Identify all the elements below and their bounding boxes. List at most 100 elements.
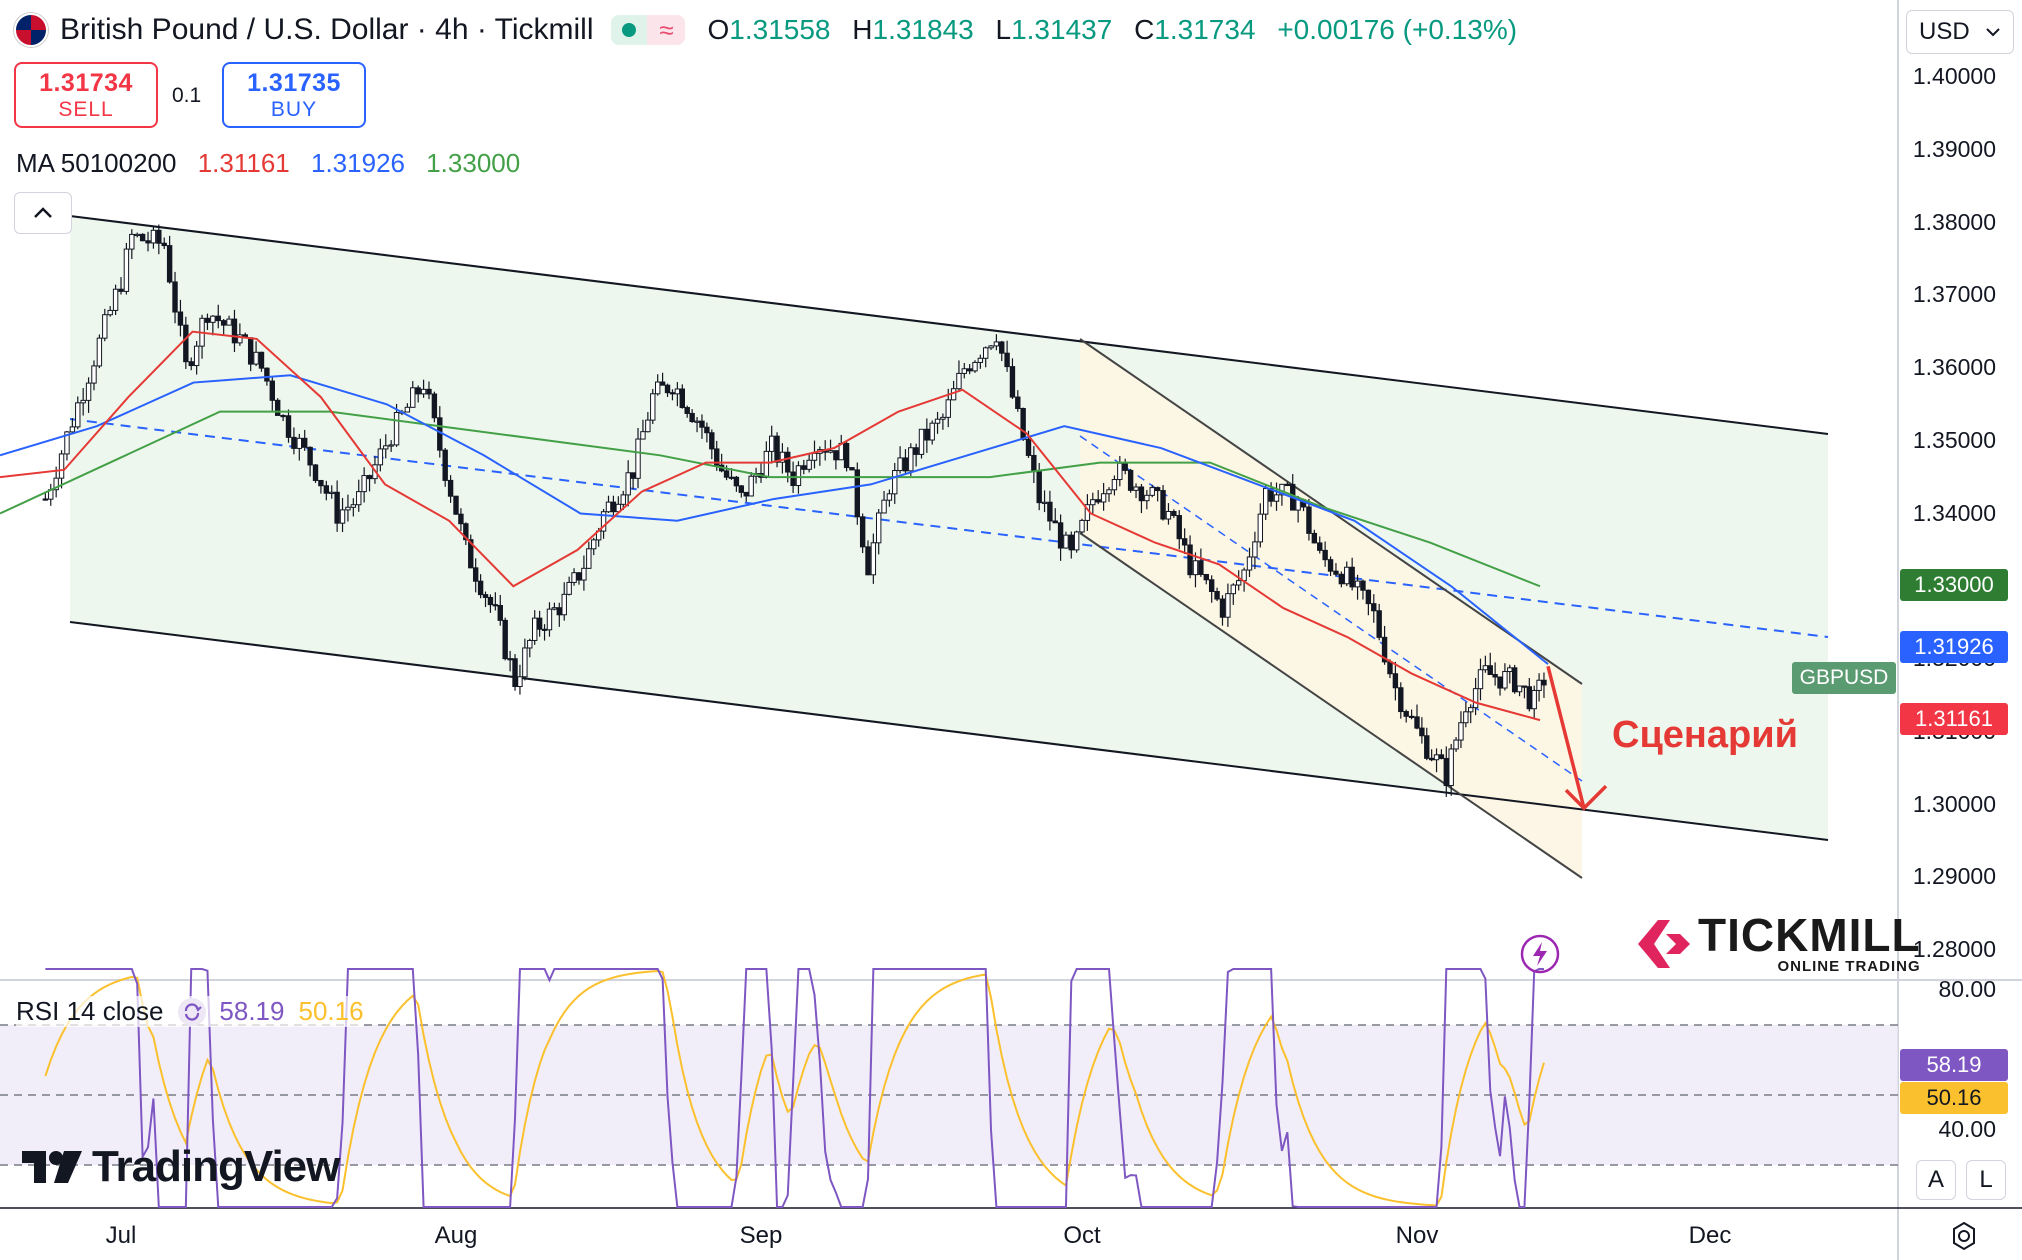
log-scale-button[interactable]: L — [1966, 1160, 2006, 1200]
candle-body — [1068, 534, 1074, 551]
time-tick-label: Nov — [1395, 1222, 1439, 1249]
sell-button[interactable]: 1.31734 SELL — [14, 62, 158, 128]
candle-body — [1365, 589, 1372, 605]
candle-body — [231, 318, 238, 344]
ma-legend[interactable]: MA 50100200 1.31161 1.31926 1.33000 — [16, 148, 521, 178]
tradingview-logo[interactable]: TradingView — [20, 1142, 340, 1192]
candle-body — [1100, 493, 1107, 503]
candle-body — [620, 494, 626, 505]
candle-body — [886, 493, 893, 501]
candle-body — [723, 470, 730, 478]
candle-body — [527, 639, 533, 649]
price-tick-label: 1.39000 — [1912, 135, 1996, 162]
price-change: +0.00176 (+0.13%) — [1277, 14, 1518, 45]
ma100-price-tag: 1.31926 — [1900, 631, 2008, 663]
flag-icon — [14, 13, 48, 47]
candle-body — [738, 485, 745, 493]
ohlc-readout: O1.31558 H1.31843 L1.31437 C1.31734 +0.0… — [707, 14, 1518, 45]
candle-body — [1198, 560, 1204, 575]
candle-body — [64, 431, 70, 455]
candle-body — [859, 516, 866, 548]
buy-button[interactable]: 1.31735 BUY — [222, 62, 366, 128]
symbol-tag: GBPUSD — [1792, 662, 1896, 694]
candle-body — [193, 345, 200, 367]
candle-body — [1257, 513, 1264, 543]
candle-body — [426, 388, 432, 395]
candle-body — [285, 415, 292, 438]
market-open-icon[interactable] — [611, 15, 648, 45]
candle-body — [442, 449, 448, 481]
candle-body — [1311, 532, 1318, 544]
symbol-header: British Pound / U.S. Dollar · 4h · Tickm… — [14, 8, 1531, 52]
candle-body — [280, 414, 286, 418]
candle-body — [659, 381, 666, 386]
rsi-legend[interactable]: RSI 14 close 58.19 50.16 — [16, 996, 364, 1027]
rsi-band — [0, 1025, 1898, 1165]
wave-icon[interactable]: ≈ — [647, 15, 686, 45]
candle-body — [1273, 494, 1280, 502]
candle-body — [801, 465, 807, 470]
candle-body — [339, 509, 346, 524]
candle-body — [1122, 462, 1128, 471]
rsi-value: 58.19 — [219, 996, 285, 1026]
candle-body — [269, 380, 275, 401]
candle-body — [1263, 488, 1269, 515]
currency-select[interactable]: USD — [1906, 10, 2014, 54]
quantity-value[interactable]: 0.1 — [172, 84, 202, 107]
candle-body — [497, 604, 503, 621]
settings-icon[interactable] — [1944, 1216, 1984, 1256]
candle-body — [684, 407, 690, 414]
candle-body — [361, 475, 367, 493]
candle-body — [870, 542, 877, 576]
rsi-tag: 58.19 — [1900, 1049, 2008, 1081]
candle-body — [940, 416, 946, 420]
candle-body — [1468, 707, 1474, 713]
auto-scale-button[interactable]: A — [1916, 1160, 1956, 1200]
candle-body — [253, 351, 259, 365]
candle-body — [356, 491, 362, 506]
candle-body — [463, 523, 469, 541]
candle-body — [1004, 352, 1010, 368]
candle-body — [929, 422, 935, 441]
candle-body — [156, 229, 162, 244]
candle-body — [1472, 688, 1479, 709]
candle-body — [1241, 569, 1247, 582]
lightning-icon[interactable] — [1520, 934, 1560, 974]
candle-body — [961, 368, 967, 374]
price-tick-label: 1.36000 — [1912, 354, 1996, 380]
candle-body — [790, 471, 796, 487]
candle-body — [679, 388, 685, 409]
candle-body — [1203, 573, 1209, 581]
candle-body — [924, 428, 930, 441]
rsi-ma-line — [44, 969, 1545, 1207]
ma100-line — [0, 374, 1549, 665]
candle-body — [53, 477, 59, 491]
ma200-value: 1.33000 — [426, 148, 521, 178]
candle-body — [1487, 665, 1493, 676]
candle-body — [1133, 486, 1139, 491]
candle-body — [487, 596, 494, 606]
candle-body — [918, 428, 925, 455]
candle-body — [541, 628, 548, 631]
candle-body — [1317, 542, 1323, 551]
candle-body — [654, 381, 661, 395]
candle-body — [420, 388, 427, 395]
candle-body — [1338, 573, 1345, 585]
candle-body — [1502, 671, 1508, 689]
candle-body — [1511, 667, 1518, 693]
candle-body — [1349, 566, 1355, 588]
candle-body — [728, 476, 735, 479]
candle-body — [1428, 757, 1435, 761]
candle-body — [1521, 685, 1528, 688]
symbol-title[interactable]: British Pound / U.S. Dollar · 4h · Tickm… — [60, 13, 594, 46]
candle-body — [1219, 598, 1226, 618]
candle-body — [329, 491, 335, 494]
collapse-legend-button[interactable] — [14, 192, 72, 234]
candle-body — [210, 315, 216, 323]
candle-body — [748, 475, 754, 497]
candle-body — [1344, 566, 1350, 585]
candle-body — [1448, 748, 1454, 787]
rsi-tick-label: 80.00 — [1938, 976, 1996, 1002]
candle-body — [785, 451, 791, 473]
